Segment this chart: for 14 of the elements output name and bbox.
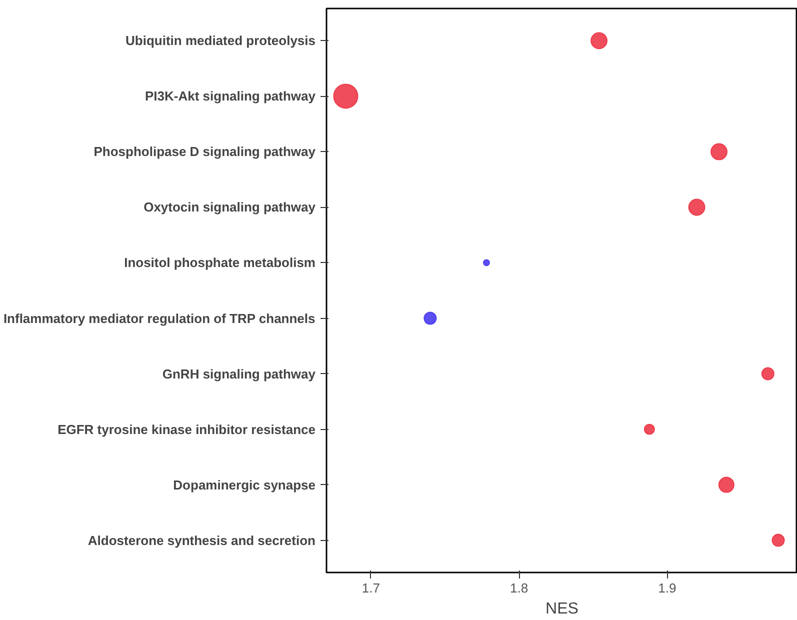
y-tick-label: Ubiquitin mediated proteolysis (126, 33, 316, 48)
x-tick-label: 1.8 (510, 580, 528, 596)
y-tick-label: GnRH signaling pathway (162, 366, 316, 382)
y-tick-label: Aldosterone synthesis and secretion (88, 532, 316, 548)
y-tick-label: PI3K-Akt signaling pathway (145, 88, 316, 104)
x-tick-label: 1.7 (362, 580, 380, 596)
x-tick-label: 1.9 (658, 580, 676, 596)
y-tick-label: Phospholipase D signaling pathway (94, 144, 316, 160)
y-tick-label: EGFR tyrosine kinase inhibitor resistance (58, 422, 316, 437)
y-tick-label: Inflammatory mediator regulation of TRP channels (3, 310, 316, 326)
y-tick-label: Inositol phosphate metabolism (124, 255, 316, 270)
y-tick-label: Dopaminergic synapse (173, 477, 316, 492)
y-tick-label: Oxytocin signaling pathway (144, 200, 316, 215)
x-axis-title: NES (546, 600, 578, 618)
